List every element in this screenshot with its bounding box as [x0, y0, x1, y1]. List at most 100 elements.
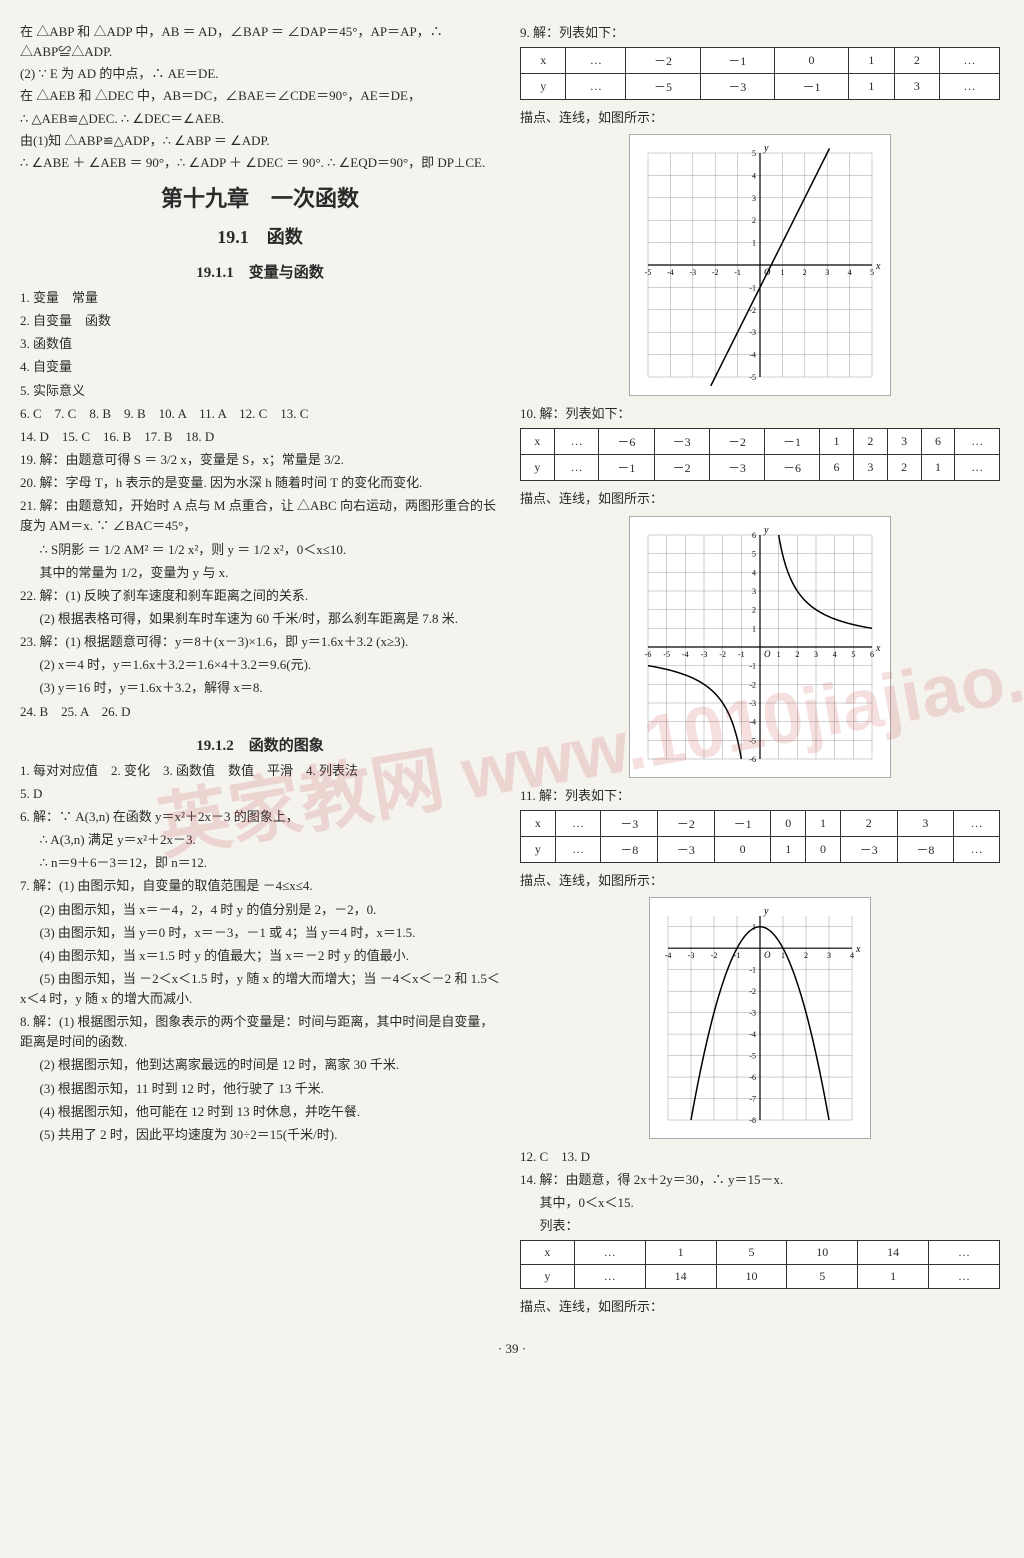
right-column: 9. 解：列表如下： x…－2－1012…y…－5－3－113… 描点、连线，如…: [520, 20, 1000, 1321]
svg-text:-5: -5: [663, 650, 670, 659]
svg-text:4: 4: [833, 650, 837, 659]
svg-text:-8: -8: [749, 1116, 756, 1125]
svg-text:-1: -1: [749, 284, 756, 293]
svg-text:2: 2: [752, 216, 756, 225]
s2a8e: (5) 共用了 2 时，因此平均速度为 30÷2＝15(千米/时).: [20, 1125, 500, 1145]
svg-text:1: 1: [752, 624, 756, 633]
svg-text:-4: -4: [749, 1030, 756, 1039]
svg-text:4: 4: [850, 951, 854, 960]
svg-text:-7: -7: [749, 1094, 756, 1103]
svg-text:2: 2: [795, 650, 799, 659]
svg-text:-5: -5: [645, 268, 652, 277]
proof-l2: (2) ∵ E 为 AD 的中点，∴ AE＝DE.: [20, 64, 500, 84]
svg-text:3: 3: [752, 587, 756, 596]
s2a7c: (3) 由图示知，当 y＝0 时，x＝－3，－1 或 4；当 y＝4 时，x＝1…: [20, 923, 500, 943]
svg-text:3: 3: [752, 194, 756, 203]
svg-text:-3: -3: [701, 650, 708, 659]
a5: 5. 实际意义: [20, 381, 500, 401]
s2a5: 5. D: [20, 784, 500, 804]
svg-text:-4: -4: [667, 268, 674, 277]
svg-text:-3: -3: [749, 328, 756, 337]
s2a6b: ∴ A(3,n) 满足 y＝x²＋2x－3.: [20, 830, 500, 850]
a4: 4. 自变量: [20, 357, 500, 377]
svg-text:x: x: [875, 261, 881, 272]
svg-text:5: 5: [851, 650, 855, 659]
svg-text:-1: -1: [749, 661, 756, 670]
a21a: 21. 解：由题意知，开始时 A 点与 M 点重合，让 △ABC 向右运动，两图…: [20, 496, 500, 536]
svg-text:4: 4: [848, 268, 852, 277]
a7: 14. D 15. C 16. B 17. B 18. D: [20, 427, 500, 447]
svg-text:-2: -2: [749, 680, 756, 689]
q14c: 列表：: [520, 1216, 1000, 1236]
table-11: x…－3－2－10123…y…－8－3010－3－8…: [520, 810, 1000, 863]
svg-text:4: 4: [752, 568, 756, 577]
q12: 12. C 13. D: [520, 1147, 1000, 1167]
svg-text:2: 2: [752, 605, 756, 614]
svg-text:O: O: [764, 950, 771, 960]
svg-text:5: 5: [752, 549, 756, 558]
page: 在 △ABP 和 △ADP 中，AB ＝ AD，∠BAP ＝ ∠DAP＝45°，…: [20, 20, 1004, 1321]
svg-text:-4: -4: [749, 351, 756, 360]
a22b: (2) 根据表格可得，如果刹车时车速为 60 千米/时，那么刹车距离是 7.8 …: [20, 609, 500, 629]
chart-11-parabola: -4-3-2-11234-8-7-6-5-4-3-2-11Oxy: [649, 897, 871, 1139]
q11-label: 11. 解：列表如下：: [520, 786, 1000, 806]
svg-text:6: 6: [870, 650, 874, 659]
chapter-title: 第十九章 一次函数: [20, 181, 500, 213]
svg-text:-2: -2: [719, 650, 726, 659]
proof-l3: 在 △AEB 和 △DEC 中，AB＝DC，∠BAE＝∠CDE＝90°，AE＝D…: [20, 86, 500, 106]
s2a8a: 8. 解：(1) 根据图示知，图象表示的两个变量是：时间与距离，其中时间是自变量…: [20, 1012, 500, 1052]
svg-text:-6: -6: [749, 1073, 756, 1082]
svg-text:-2: -2: [712, 268, 719, 277]
svg-text:-4: -4: [665, 951, 672, 960]
svg-text:3: 3: [825, 268, 829, 277]
svg-text:6: 6: [752, 531, 756, 540]
svg-text:4: 4: [752, 172, 756, 181]
svg-text:1: 1: [752, 239, 756, 248]
svg-text:-4: -4: [682, 650, 689, 659]
caption-10: 描点、连线，如图所示：: [520, 489, 1000, 509]
q9-label: 9. 解：列表如下：: [520, 23, 1000, 43]
svg-text:-6: -6: [645, 650, 652, 659]
svg-text:-3: -3: [689, 268, 696, 277]
left-column: 在 △ABP 和 △ADP 中，AB ＝ AD，∠BAP ＝ ∠DAP＝45°，…: [20, 20, 500, 1321]
s2a8b: (2) 根据图示知，他到达离家最远的时间是 12 时，离家 30 千米.: [20, 1055, 500, 1075]
a21c: 其中的常量为 1/2，变量为 y 与 x.: [20, 563, 500, 583]
a6: 6. C 7. C 8. B 9. B 10. A 11. A 12. C 13…: [20, 404, 500, 424]
s2a8d: (4) 根据图示知，他可能在 12 时到 13 时休息，并吃午餐.: [20, 1102, 500, 1122]
a19: 19. 解：由题意可得 S ＝ 3/2 x，变量是 S，x；常量是 3/2.: [20, 450, 500, 470]
svg-text:-5: -5: [749, 736, 756, 745]
svg-text:O: O: [764, 649, 771, 659]
svg-text:y: y: [763, 906, 769, 917]
table-10: x…－6－3－2－11236…y…－1－2－3－66321…: [520, 428, 1000, 481]
svg-text:-6: -6: [749, 755, 756, 764]
s2a6c: ∴ n＝9＋6－3＝12，即 n＝12.: [20, 853, 500, 873]
svg-text:y: y: [763, 525, 769, 536]
svg-text:2: 2: [804, 951, 808, 960]
svg-text:-1: -1: [738, 650, 745, 659]
s2a7e: (5) 由图示知，当 －2＜x＜1.5 时，y 随 x 的增大而增大；当 －4＜…: [20, 969, 500, 1009]
svg-text:-1: -1: [734, 268, 741, 277]
a2: 2. 自变量 函数: [20, 311, 500, 331]
svg-text:-3: -3: [749, 1008, 756, 1017]
s2a7a: 7. 解：(1) 由图示知，自变量的取值范围是 －4≤x≤4.: [20, 876, 500, 896]
a20: 20. 解：字母 T，h 表示的是变量. 因为水深 h 随着时间 T 的变化而变…: [20, 473, 500, 493]
svg-text:x: x: [875, 643, 881, 654]
svg-text:x: x: [855, 944, 861, 955]
svg-text:3: 3: [827, 951, 831, 960]
subsection-1911: 19.1.1 变量与函数: [20, 261, 500, 282]
a22a: 22. 解：(1) 反映了刹车速度和刹车距离之间的关系.: [20, 586, 500, 606]
a23c: (3) y＝16 时，y＝1.6x＋3.2，解得 x＝8.: [20, 678, 500, 698]
proof-l6: ∴ ∠ABE ＋ ∠AEB ＝ 90°，∴ ∠ADP ＋ ∠DEC ＝ 90°.…: [20, 153, 500, 173]
q10-label: 10. 解：列表如下：: [520, 404, 1000, 424]
s2a7b: (2) 由图示知，当 x＝－4，2，4 时 y 的值分别是 2，－2，0.: [20, 900, 500, 920]
s2a8c: (3) 根据图示知，11 时到 12 时，他行驶了 13 千米.: [20, 1079, 500, 1099]
svg-text:-5: -5: [749, 1051, 756, 1060]
page-number: · 39 ·: [20, 1341, 1004, 1357]
svg-text:-2: -2: [711, 951, 718, 960]
subsection-1912: 19.1.2 函数的图象: [20, 734, 500, 755]
svg-text:1: 1: [777, 650, 781, 659]
a3: 3. 函数值: [20, 334, 500, 354]
proof-l1: 在 △ABP 和 △ADP 中，AB ＝ AD，∠BAP ＝ ∠DAP＝45°，…: [20, 22, 500, 62]
a1: 1. 变量 常量: [20, 288, 500, 308]
a23b: (2) x＝4 时，y＝1.6x＋3.2＝1.6×4＋3.2＝9.6(元).: [20, 655, 500, 675]
